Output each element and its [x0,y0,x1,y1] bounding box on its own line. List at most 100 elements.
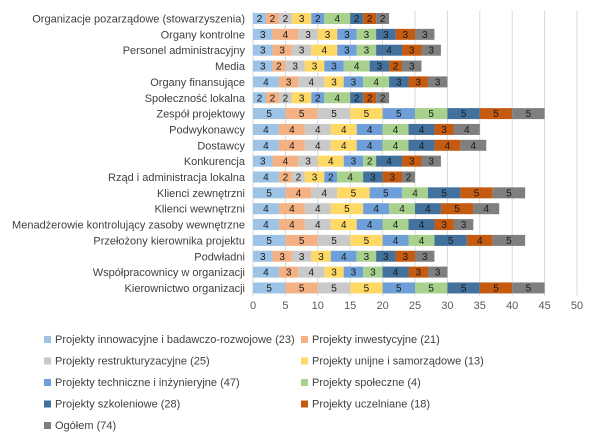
bar-segment [324,266,344,278]
bar-value-label: 4 [464,125,470,136]
bar-value-label: 3 [351,157,357,168]
bar-value-label: 5 [364,109,370,120]
x-tick-label: 45 [538,300,550,312]
bar-segment [291,13,312,24]
bar-value-label: 2 [296,173,302,184]
bar-segment [337,171,364,183]
bar-segment [453,219,474,231]
bar-value-label: 3 [396,77,402,88]
bar-value-label: 3 [351,268,357,279]
legend-swatch [44,336,51,343]
bar-segment [376,250,396,262]
bar-value-label: 5 [428,283,434,294]
legend-swatch [301,357,308,365]
bar-value-label: 4 [321,46,327,57]
bar-value-label: 3 [279,252,285,263]
bar-value-label: 4 [283,157,289,168]
bar-segment [291,92,312,104]
bar-segment [447,282,480,294]
bar-segment [317,155,344,167]
bar-segment [285,282,318,294]
category-label: Klienci zewnętrzni [157,188,245,200]
legend-label: Projekty szkoleniowe (28) [55,399,180,411]
bar-segment [350,108,383,120]
bar-segment [382,234,409,246]
bar-value-label: 4 [373,77,379,88]
legend-swatch [44,400,51,408]
bar-segment [311,44,338,56]
bar-segment [253,219,279,231]
bar-value-label: 3 [402,30,408,41]
bar-segment [408,139,435,151]
bar-value-label: 5 [526,109,532,120]
bar-segment [447,108,480,120]
category-label: Konkurencja [184,156,246,168]
bar-value-label: 5 [383,188,389,199]
bar-value-label: 4 [393,220,399,231]
category-label: Organy kontrolne [161,29,245,41]
bar-segment [402,171,415,183]
bar-value-label: 3 [441,220,447,231]
bar-segment [304,203,331,215]
bar-segment [278,123,305,135]
bar-value-label: 2 [283,14,289,25]
bar-segment [337,187,370,199]
legend-label: Projekty społeczne (4) [312,377,421,389]
bar-segment [460,187,493,199]
bar-segment [330,219,357,231]
bar-value-label: 5 [299,283,305,294]
bar-value-label: 3 [409,157,415,168]
bar-value-label: 2 [270,93,276,104]
bar-segment [324,60,344,72]
bar-value-label: 2 [367,93,373,104]
bar-value-label: 5 [506,188,512,199]
bar-value-label: 5 [454,204,460,215]
bar-value-label: 4 [289,125,295,136]
legend-swatch [44,379,51,386]
bar-segment [415,203,441,215]
legend-label: Projekty restrukturyzacyjne (25) [55,356,210,368]
legend-swatch [44,357,51,365]
category-label: Zespół projektowy [156,109,245,121]
category-label: Współpracownicy w organizacji [93,267,245,279]
category-label: Personel administracyjny [123,45,246,57]
bar-segment [356,28,377,40]
bar-value-label: 4 [315,125,321,136]
bar-value-label: 4 [393,141,399,152]
category-label: Podwładni [194,251,245,263]
bar-segment [415,108,448,120]
bar-segment [479,108,513,120]
bar-segment [363,76,390,88]
bar-value-label: 5 [331,109,337,120]
bar-segment [427,76,448,88]
bar-value-label: 4 [425,204,431,215]
bar-value-label: 4 [367,220,373,231]
bar-segment [512,108,545,120]
category-label: Podwykonawcy [169,124,245,136]
x-tick-label: 30 [441,300,453,312]
bar-value-label: 3 [312,62,318,73]
bar-segment [291,250,312,262]
bar-value-label: 3 [402,252,408,263]
bar-segment [304,219,331,231]
bar-value-label: 5 [474,188,480,199]
bar-value-label: 3 [325,30,331,41]
legend-label: Projekty uczelniane (18) [312,399,430,411]
bar-value-label: 3 [364,46,370,57]
bar-value-label: 4 [483,204,489,215]
bar-value-label: 3 [409,46,415,57]
bar-segment [389,76,409,88]
bar-segment [285,234,318,246]
bar-segment [272,155,299,167]
bar-value-label: 2 [393,62,399,73]
bar-segment [278,139,305,151]
bar-value-label: 3 [422,252,428,263]
bar-value-label: 4 [289,220,295,231]
bar-value-label: 4 [412,188,418,199]
bar-value-label: 4 [399,204,405,215]
bar-segment [298,28,318,40]
bar-segment [291,171,305,183]
x-tick-label: 5 [282,300,288,312]
bar-segment [402,60,422,72]
bar-value-label: 5 [493,109,499,120]
